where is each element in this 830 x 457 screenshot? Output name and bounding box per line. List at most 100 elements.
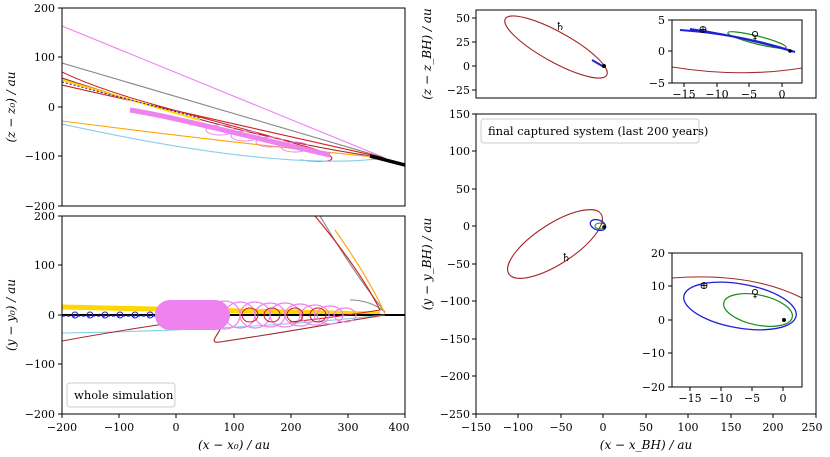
panel-d-yticks	[472, 113, 476, 415]
panel-a-ytick-label: 100	[34, 51, 55, 64]
panel-c-inset-ticks	[668, 19, 783, 87]
panel-c-ytick-label: 50	[456, 12, 470, 25]
panel-d-ytick-label: 100	[449, 145, 470, 158]
violet-loop-circles	[209, 300, 357, 330]
panel-c-inset-xtick: −10	[705, 88, 728, 101]
inset-black-hole-marker	[788, 49, 792, 53]
panel-b-annotation-box	[66, 382, 176, 408]
inset-venus-symbol: ♀	[751, 287, 759, 300]
panel-a-ytick-label: −200	[25, 200, 55, 213]
inset-orbit-blue	[683, 281, 797, 331]
panel-b-ytick-label: 100	[34, 259, 55, 272]
panel-d-xlabel: (x − x_BH) / au	[600, 438, 692, 452]
panel-a-yticks	[58, 7, 62, 207]
inset-orbit-green	[723, 293, 793, 327]
track-brown	[62, 314, 386, 343]
track-gray	[62, 62, 386, 159]
inset-venus-symbol: ♀	[751, 29, 759, 42]
saturn-symbol: ♄	[555, 20, 565, 33]
panel-c-yticks	[472, 17, 476, 91]
panel-d-xtick-label: 200	[763, 421, 784, 434]
track-red	[62, 84, 386, 159]
panel-side-view-whole: 200 100 0 −100 −200 (z − z₀) / au	[4, 2, 406, 213]
panel-d-xtick-label: 150	[721, 421, 742, 434]
panel-a-ytick-label: 200	[34, 2, 55, 15]
panel-d-inset-ytick: 10	[651, 280, 665, 293]
panel-d-xtick-label: 250	[802, 421, 823, 434]
violet-loop-ellipses	[205, 124, 310, 153]
inset-orbit-blue	[679, 28, 796, 53]
panel-a-ylabel: (z − z₀) / au	[4, 71, 18, 142]
black-hole-marker	[602, 225, 606, 229]
panel-side-view-captured: ♄ 50 25 0 −25 (z − z_BH) / au ⊕ ♀	[420, 8, 817, 101]
panel-d-xtick-label: 100	[678, 421, 699, 434]
panel-d-annotation-box	[480, 118, 700, 144]
panel-d-inset-xtick: 0	[780, 392, 787, 405]
panel-top-view-captured: ♄ 150 100 50 0 −50 −100 −150 −200 −250 −…	[420, 108, 823, 452]
panel-d-ytick-label: 50	[456, 183, 470, 196]
inset-orbit-brown	[672, 276, 802, 299]
panel-c-ylabel: (z − z_BH) / au	[420, 8, 434, 100]
panel-b-xticks	[61, 414, 406, 418]
panel-b-ytick-label: 200	[34, 210, 55, 223]
panel-top-view-whole: 200 100 0 −100 −200 −200 −100 0 100 200 …	[4, 210, 410, 452]
red-loop-circles	[241, 307, 327, 323]
panel-c-ytick-label: 25	[456, 36, 470, 49]
panel-b-xtick-label: 0	[173, 421, 180, 434]
panel-c-inset-ytick: 5	[658, 14, 665, 27]
panel-b-xtick-label: −200	[47, 421, 77, 434]
panel-d-annotation: final captured system (last 200 years)	[488, 124, 708, 138]
panel-b-ytick-label: −100	[25, 358, 55, 371]
panel-d-inset-ytick: 0	[658, 314, 665, 327]
panel-c-inset-ytick: 0	[658, 45, 665, 58]
panel-d-inset-ytick: −20	[642, 381, 665, 394]
panel-c-inset-ytick: −5	[649, 77, 665, 90]
panel-b-ylabel: (y − y₀) / au	[4, 279, 18, 351]
panel-b-xtick-label: 200	[281, 421, 302, 434]
panel-d-inset-ticks	[668, 252, 784, 391]
track-orange	[62, 120, 386, 159]
panel-d-ytick-label: 0	[463, 220, 470, 233]
inset-earth-symbol: ⊕	[699, 279, 708, 292]
panel-d-inset-xtick: −10	[709, 392, 732, 405]
track-skyblue	[62, 314, 386, 334]
panel-d-inset-xtick: −15	[678, 392, 701, 405]
panel-d-ytick-label: −200	[440, 370, 470, 383]
panel-b-xtick-label: 300	[338, 421, 359, 434]
panel-b-ytick-label: −200	[25, 408, 55, 421]
panel-b-ytick-label: 0	[48, 309, 55, 322]
track-brown	[62, 77, 386, 159]
panel-d-ytick-label: −150	[440, 333, 470, 346]
panel-d-xtick-label: 50	[639, 421, 653, 434]
panel-d-inset-xtick: −5	[744, 392, 760, 405]
panel-d-ytick-label: −250	[440, 408, 470, 421]
panel-c-inset-xtick: −15	[672, 88, 695, 101]
panel-d-xtick-label: −50	[549, 421, 572, 434]
inset-orbit-green	[727, 31, 787, 49]
inset-orbit-brown	[672, 66, 802, 74]
panel-a-ytick-label: 0	[48, 101, 55, 114]
orbit-brown	[507, 209, 603, 279]
track-red-loop	[62, 71, 333, 162]
panel-c-ytick-label: 0	[463, 60, 470, 73]
black-hole-marker	[602, 64, 606, 68]
panel-d-ytick-label: −50	[447, 258, 470, 271]
inset-black-hole-marker	[782, 318, 786, 322]
panel-b-xtick-label: 100	[224, 421, 245, 434]
panel-a-ytick-label: −100	[25, 150, 55, 163]
panel-d-ytick-label: −100	[440, 295, 470, 308]
track-gold	[62, 79, 201, 121]
panel-b-annotation: whole simulation	[74, 388, 174, 402]
panel-c-frame	[475, 9, 817, 99]
track-violet-loops	[129, 107, 331, 158]
track-black	[369, 154, 405, 167]
panel-d-xticks	[475, 414, 817, 418]
panel-d-ylabel: (y − y_BH) / au	[420, 218, 434, 310]
track-orange	[334, 229, 386, 315]
panel-a-frame	[61, 7, 406, 207]
panel-c-inset-xtick: −5	[741, 88, 757, 101]
panel-d-inset-ytick: 20	[651, 247, 665, 260]
panel-b-xlabel: (x − x₀) / au	[198, 438, 270, 452]
panel-d-xtick-label: 0	[600, 421, 607, 434]
